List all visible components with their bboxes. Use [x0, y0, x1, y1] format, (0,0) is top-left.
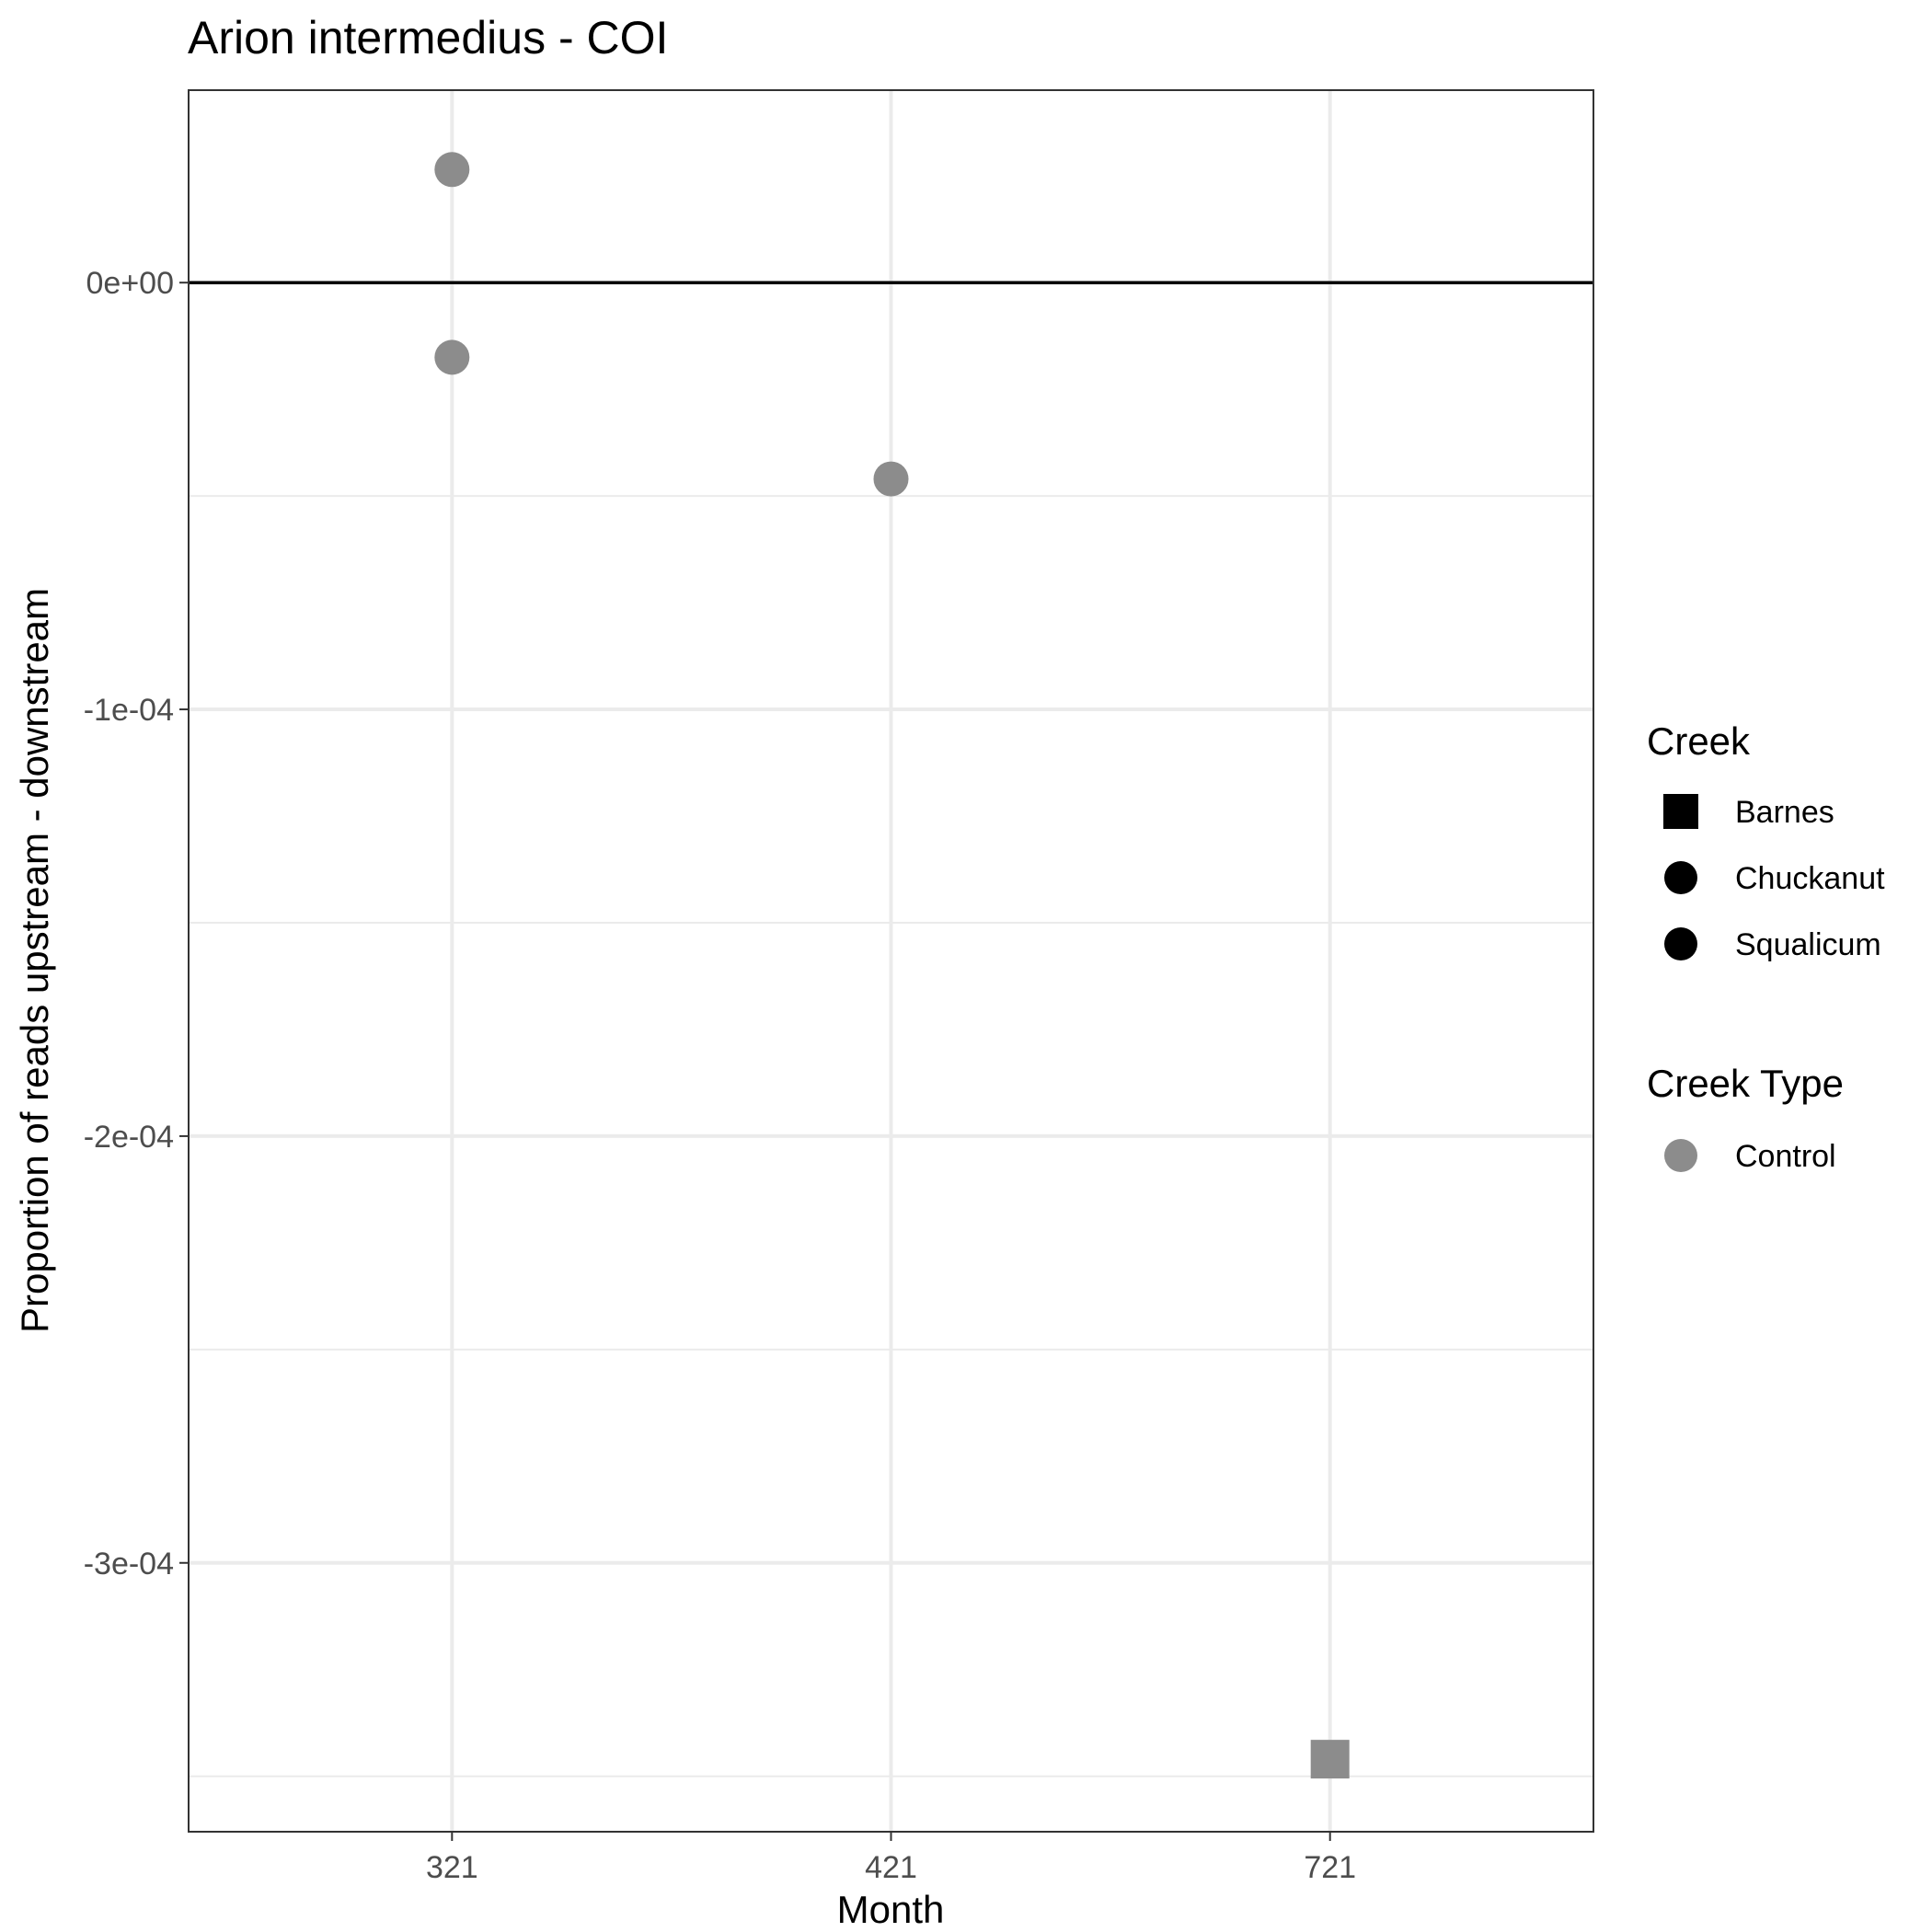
legend-key-square	[1663, 794, 1698, 829]
x-axis: 321 421 721	[426, 1832, 1356, 1885]
legend-label: Barnes	[1735, 795, 1834, 830]
legend-key-circle	[1664, 927, 1697, 960]
x-axis-title: Month	[837, 1888, 945, 1931]
legend-key-circle	[1664, 861, 1697, 894]
plot-panel	[188, 89, 1594, 1833]
x-tick-label: 321	[426, 1850, 478, 1885]
y-axis-title: Proportion of reads upstream - downstrea…	[13, 588, 56, 1333]
y-tick-label: -2e-04	[84, 1120, 174, 1155]
x-tick-label: 421	[865, 1850, 917, 1885]
legend-title: Creek Type	[1647, 1062, 1844, 1105]
data-point-circle	[873, 461, 909, 497]
legend: Creek Barnes Chuckanut Squalicum Creek Type C…	[1647, 719, 1885, 1174]
legend-label: Squalicum	[1735, 927, 1881, 962]
y-tick-label: -3e-04	[84, 1547, 174, 1581]
legend-label: Chuckanut	[1735, 861, 1885, 896]
legend-title: Creek	[1647, 719, 1751, 763]
x-tick-label: 721	[1304, 1850, 1356, 1885]
data-point-circle	[434, 339, 470, 375]
y-tick-label: -1e-04	[84, 693, 174, 728]
data-point-circle	[434, 152, 470, 188]
y-axis: 0e+00 -1e-04 -2e-04 -3e-04	[84, 266, 189, 1581]
legend-label: Control	[1735, 1139, 1836, 1174]
y-tick-label: 0e+00	[86, 266, 175, 301]
legend-key-circle	[1664, 1139, 1697, 1172]
grid-major	[189, 90, 1593, 1832]
data-point-square	[1310, 1740, 1350, 1779]
data-points	[434, 152, 1350, 1779]
chart-title: Arion intermedius - COI	[188, 12, 668, 63]
